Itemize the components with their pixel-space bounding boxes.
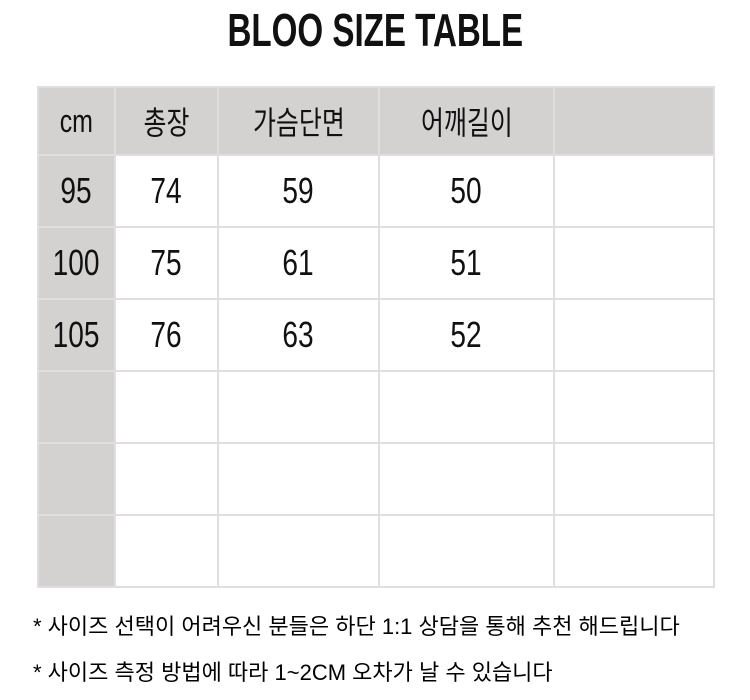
size-label: 105: [53, 314, 100, 355]
measurement-cell: 63: [217, 298, 380, 372]
measurement-cell: [378, 370, 555, 444]
measurement-cell: [217, 442, 380, 516]
size-label-cell: 105: [37, 298, 116, 372]
footnote-size-recommendation: * 사이즈 선택이 어려우신 분들은 하단 1:1 상담을 통해 추천 해드립니…: [33, 614, 680, 639]
measurement-cell: 52: [378, 298, 555, 372]
footnotes: * 사이즈 선택이 어려우신 분들은 하단 1:1 상담을 통해 추천 해드립니…: [33, 612, 748, 700]
size-label-cell: [37, 370, 116, 444]
size-label: 95: [60, 170, 93, 211]
measurement-value: 75: [150, 242, 183, 283]
measurement-cell: 74: [114, 154, 219, 228]
measurement-cell: [114, 370, 219, 444]
measurement-cell: 76: [114, 298, 219, 372]
size-label-cell: 100: [37, 226, 116, 300]
empty-row: [37, 442, 715, 516]
measurement-cell: [217, 514, 380, 588]
size-label: 100: [53, 242, 100, 283]
footnote-measurement-tolerance: * 사이즈 측정 방법에 따라 1~2CM 오차가 날 수 있습니다: [33, 660, 553, 685]
measurement-cell: [378, 442, 555, 516]
measurement-cell: [553, 154, 715, 228]
column-header-shoulder-length: 어깨길이: [378, 86, 555, 156]
measurement-cell: [378, 514, 555, 588]
measurement-cell: [553, 370, 715, 444]
measurement-cell: [114, 442, 219, 516]
measurement-value: 61: [282, 242, 315, 283]
measurement-value: 50: [450, 170, 483, 211]
unit-header-label: cm: [59, 102, 94, 139]
page-title: BLOO SIZE TABLE: [0, 7, 750, 53]
measurement-cell: [114, 514, 219, 588]
measurement-value: 74: [150, 170, 183, 211]
measurement-cell: [553, 298, 715, 372]
unit-header-cell: cm: [37, 86, 116, 156]
measurement-value: 59: [282, 170, 315, 211]
measurement-cell: [553, 226, 715, 300]
empty-row: [37, 370, 715, 444]
size-label-cell: 95: [37, 154, 116, 228]
size-row-105: 105 76 63 52: [37, 298, 715, 372]
measurement-value: 52: [450, 314, 483, 355]
measurement-cell: 75: [114, 226, 219, 300]
measurement-cell: [553, 442, 715, 516]
column-header-label: 총장: [143, 105, 190, 141]
measurement-value: 76: [150, 314, 183, 355]
measurement-cell: [553, 514, 715, 588]
size-label-cell: [37, 442, 116, 516]
measurement-value: 63: [282, 314, 315, 355]
measurement-cell: 51: [378, 226, 555, 300]
column-header-total-length: 총장: [114, 86, 219, 156]
size-table: cm 총장 가슴단면 어깨길이 95 74 59 50 100 75 61 51: [37, 86, 715, 588]
column-header-label: 어깨길이: [420, 105, 513, 141]
measurement-cell: 59: [217, 154, 380, 228]
page-title-text: BLOO SIZE TABLE: [227, 4, 523, 56]
measurement-cell: 61: [217, 226, 380, 300]
column-header-empty: [553, 86, 715, 156]
column-header-label: 가슴단면: [252, 105, 345, 141]
size-row-100: 100 75 61 51: [37, 226, 715, 300]
measurement-cell: [217, 370, 380, 444]
size-row-95: 95 74 59 50: [37, 154, 715, 228]
measurement-cell: 50: [378, 154, 555, 228]
column-header-chest-width: 가슴단면: [217, 86, 380, 156]
size-label-cell: [37, 514, 116, 588]
empty-row: [37, 514, 715, 588]
size-table-header-row: cm 총장 가슴단면 어깨길이: [37, 86, 715, 156]
measurement-value: 51: [450, 242, 483, 283]
